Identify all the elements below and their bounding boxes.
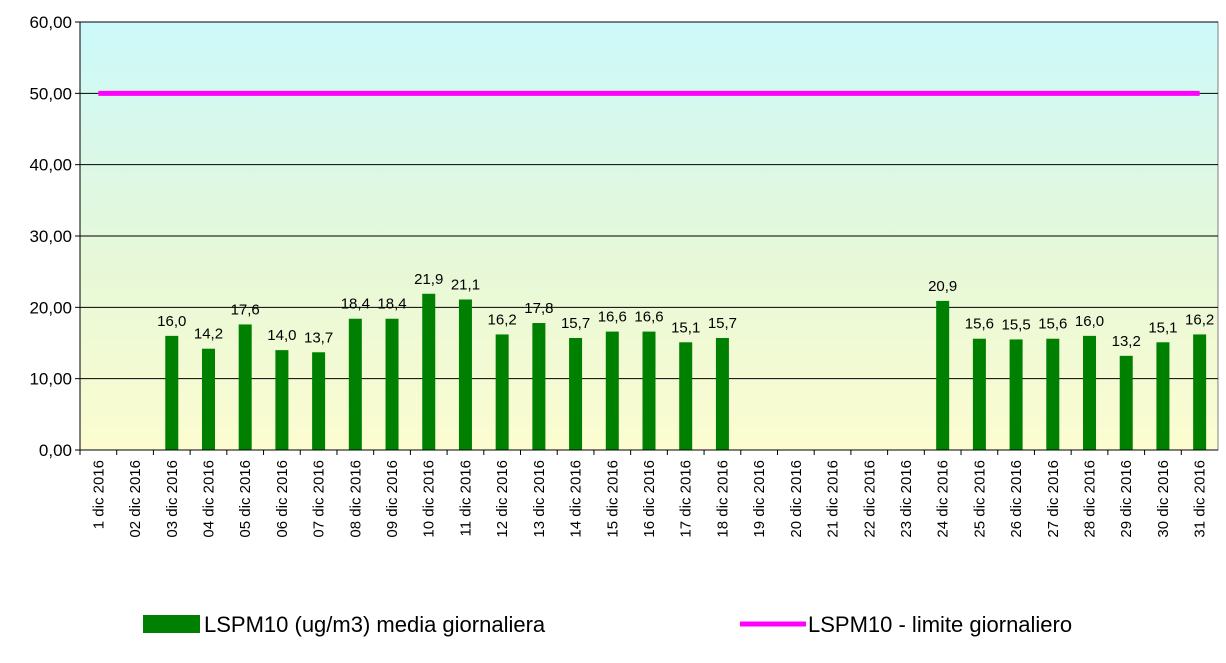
- x-tick-label: 22 dic 2016: [861, 460, 878, 538]
- bar: [165, 335, 179, 450]
- legend-swatch: [143, 615, 200, 633]
- bar: [715, 338, 729, 450]
- bar: [385, 318, 399, 450]
- x-tick-label: 12 dic 2016: [494, 460, 511, 538]
- data-label: 18,4: [341, 296, 370, 313]
- x-tick-label: 16 dic 2016: [641, 460, 658, 538]
- x-tick-label: 15 dic 2016: [604, 460, 621, 538]
- x-tick-label: 21 dic 2016: [825, 460, 842, 538]
- y-tick-label: 40,00: [29, 156, 72, 175]
- x-tick-label: 1 dic 2016: [90, 460, 107, 529]
- x-tick-label: 27 dic 2016: [1045, 460, 1062, 538]
- data-label: 14,0: [267, 327, 296, 344]
- bar: [201, 348, 215, 450]
- bar: [1119, 355, 1133, 450]
- bar: [238, 324, 252, 450]
- bar: [422, 293, 436, 450]
- data-label: 17,6: [231, 301, 260, 318]
- data-label: 13,2: [1112, 333, 1141, 350]
- data-label: 16,6: [634, 309, 663, 326]
- x-tick-label: 29 dic 2016: [1118, 460, 1135, 538]
- x-tick-label: 17 dic 2016: [678, 460, 695, 538]
- x-tick-label: 31 dic 2016: [1192, 460, 1209, 538]
- y-tick-label: 10,00: [29, 370, 72, 389]
- bar: [348, 318, 362, 450]
- y-tick-label: 30,00: [29, 227, 72, 246]
- y-tick-label: 50,00: [29, 84, 72, 103]
- x-tick-label: 24 dic 2016: [935, 460, 952, 538]
- x-tick-label: 11 dic 2016: [457, 460, 474, 536]
- x-tick-label: 25 dic 2016: [971, 460, 988, 538]
- data-label: 15,5: [1001, 316, 1030, 333]
- x-tick-label: 19 dic 2016: [751, 460, 768, 538]
- data-label: 16,2: [488, 311, 517, 328]
- x-tick-label: 05 dic 2016: [237, 460, 254, 538]
- x-tick-label: 20 dic 2016: [788, 460, 805, 538]
- data-label: 17,8: [524, 300, 553, 317]
- data-label: 21,9: [414, 271, 443, 288]
- x-tick-label: 23 dic 2016: [898, 460, 915, 538]
- bar: [275, 350, 289, 450]
- x-tick-label: 06 dic 2016: [274, 460, 291, 538]
- y-tick-label: 20,00: [29, 298, 72, 317]
- data-label: 15,7: [561, 315, 590, 332]
- bar: [532, 323, 546, 450]
- legend-label: LSPM10 - limite giornaliero: [808, 612, 1072, 637]
- data-label: 15,6: [965, 316, 994, 333]
- data-label: 15,1: [671, 319, 700, 336]
- bar: [642, 331, 656, 450]
- x-tick-label: 04 dic 2016: [200, 460, 217, 538]
- bar: [1193, 334, 1207, 450]
- x-tick-label: 03 dic 2016: [164, 460, 181, 538]
- x-tick-label: 07 dic 2016: [311, 460, 328, 538]
- x-tick-label: 28 dic 2016: [1082, 460, 1099, 538]
- data-label: 16,6: [598, 309, 627, 326]
- bar: [1046, 338, 1060, 450]
- data-label: 15,6: [1038, 316, 1067, 333]
- data-label: 18,4: [377, 296, 406, 313]
- x-tick-label: 30 dic 2016: [1155, 460, 1172, 538]
- bar: [972, 338, 986, 450]
- x-tick-label: 14 dic 2016: [568, 460, 585, 538]
- bar: [458, 299, 472, 450]
- y-tick-label: 0,00: [39, 441, 72, 460]
- x-tick-label: 18 dic 2016: [714, 460, 731, 538]
- bar: [312, 352, 326, 450]
- bar: [679, 342, 693, 450]
- data-label: 20,9: [928, 278, 957, 295]
- bar: [1009, 339, 1023, 450]
- data-label: 16,2: [1185, 311, 1214, 328]
- x-tick-label: 13 dic 2016: [531, 460, 548, 538]
- x-tick-label: 02 dic 2016: [127, 460, 144, 538]
- data-label: 13,7: [304, 329, 333, 346]
- x-tick-label: 09 dic 2016: [384, 460, 401, 538]
- bar: [1156, 342, 1170, 450]
- bar: [495, 334, 509, 450]
- data-label: 15,7: [708, 315, 737, 332]
- data-label: 14,2: [194, 326, 223, 343]
- x-tick-label: 08 dic 2016: [347, 460, 364, 538]
- y-tick-label: 60,00: [29, 13, 72, 32]
- bar: [936, 300, 950, 450]
- bar: [605, 331, 619, 450]
- bar: [569, 338, 583, 450]
- x-tick-label: 10 dic 2016: [421, 460, 438, 538]
- data-label: 16,0: [157, 313, 186, 330]
- bar: [1083, 335, 1097, 450]
- data-label: 16,0: [1075, 313, 1104, 330]
- data-label: 15,1: [1148, 319, 1177, 336]
- x-tick-label: 26 dic 2016: [1008, 460, 1025, 538]
- data-label: 21,1: [451, 276, 480, 293]
- legend-label: LSPM10 (ug/m3) media giornaliera: [204, 612, 546, 637]
